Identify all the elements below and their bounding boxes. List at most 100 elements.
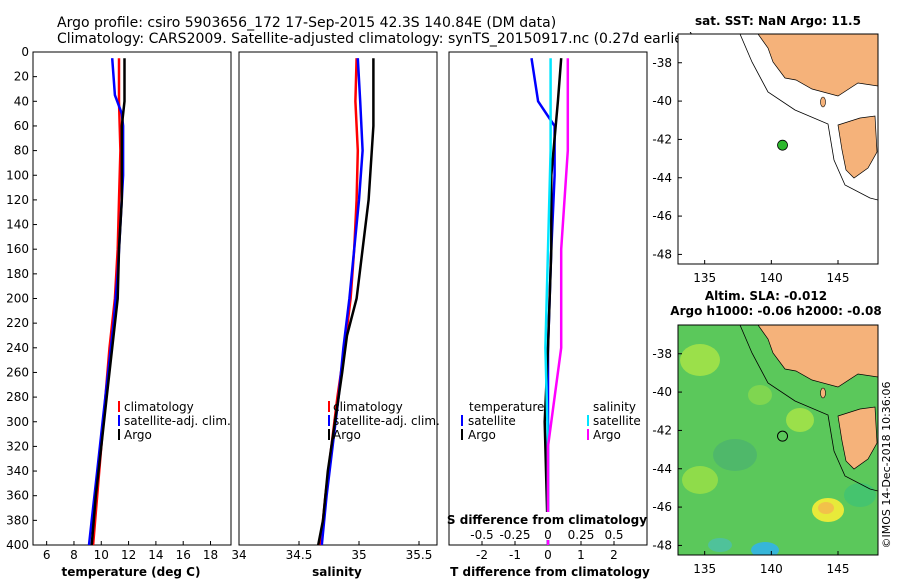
- salinity-x-tick-label: 35: [351, 548, 366, 562]
- series-satellite-adj-clim-: [320, 58, 364, 546]
- header-line-2: Climatology: CARS2009. Satellite-adjuste…: [57, 31, 694, 47]
- depth-tick-label: 340: [6, 464, 29, 478]
- sst-map-frame: [677, 33, 879, 265]
- header-line-1: Argo profile: csiro 5903656_172 17-Sep-2…: [57, 15, 556, 31]
- salinity-x-tick-label: 34: [231, 548, 246, 562]
- latitude-tick-label: -42: [652, 423, 672, 437]
- legend-s-argo-swatch: [587, 429, 589, 440]
- sla-anomaly-patch: [680, 344, 720, 376]
- mainland-australia-shape: [757, 34, 878, 97]
- depth-tick-label: 380: [6, 513, 29, 527]
- depth-tick-label: 300: [6, 415, 29, 429]
- t-difference-tick-label: -2: [476, 548, 488, 562]
- series-s-argo: [546, 58, 570, 545]
- depth-tick-label: 260: [6, 365, 29, 379]
- legend-satellite-label: satellite-adj. clim.: [124, 414, 231, 428]
- s-difference-tick-label: 0.5: [604, 528, 623, 542]
- temperature-x-tick-label: 10: [94, 548, 109, 562]
- salinity-xlabel: salinity: [312, 565, 362, 579]
- depth-tick-label: 200: [6, 292, 29, 306]
- salinity-legend: climatology satellite-adj. clim. Argo: [328, 400, 440, 442]
- temperature-x-tick-label: 14: [148, 548, 163, 562]
- sla-map-subtitle: Argo h1000: -0.06 h2000: -0.08: [670, 304, 881, 318]
- depth-tick-label: 40: [14, 94, 29, 108]
- s-difference-tick-label: 0: [544, 528, 552, 542]
- legend-argo-swatch: [328, 429, 330, 440]
- depth-tick-label: 400: [6, 538, 29, 552]
- salinity-x-ticks: 34 34.5 35 35.5: [231, 541, 432, 562]
- sla-anomaly-patch: [786, 408, 814, 432]
- sla-anomaly-patch: [844, 483, 876, 507]
- sst-map-panel: sat. SST: NaN Argo: 11.5 135 140 145 -38 -40…: [652, 14, 879, 285]
- king-island-shape: [820, 387, 826, 399]
- temperature-axes-frame: [32, 51, 232, 546]
- difference-legend-salinity: salinity satellite Argo: [587, 400, 641, 442]
- legend-t-satellite-swatch: [461, 415, 463, 426]
- latitude-tick-label: -40: [652, 94, 672, 108]
- salinity-x-tick-label: 34.5: [286, 548, 313, 562]
- salinity-axes-frame: [238, 51, 438, 546]
- temperature-x-tick-label: 16: [176, 548, 191, 562]
- temperature-x-tick-label: 12: [121, 548, 136, 562]
- depth-tick-label: 360: [6, 489, 29, 503]
- sla-map-panel: Altim. SLA: -0.012 Argo h1000: -0.06 h20…: [652, 289, 881, 576]
- sla-anomaly-patch: [713, 439, 757, 471]
- s-difference-tick-label: -0.5: [470, 528, 493, 542]
- legend-climatology-swatch: [328, 401, 330, 412]
- depth-tick-label: 60: [14, 119, 29, 133]
- sla-anomaly-patch: [818, 502, 834, 514]
- legend-salinity-title: salinity: [593, 400, 636, 414]
- depth-tick-label: 120: [6, 193, 29, 207]
- legend-satellite-swatch: [118, 415, 120, 426]
- argo-position-marker: [777, 430, 789, 442]
- legend-temperature-title: temperature: [469, 400, 544, 414]
- s-difference-xlabel: S difference from climatology: [447, 513, 647, 527]
- salinity-panel: 34 34.5 35 35.5 salinity climatology satell…: [231, 51, 440, 579]
- depth-tick-label: 140: [6, 218, 29, 232]
- salinity-series: [316, 58, 375, 546]
- legend-climatology-swatch: [118, 401, 120, 412]
- legend-s-satellite-swatch: [587, 415, 589, 426]
- legend-satellite-swatch: [328, 415, 330, 426]
- temperature-xlabel: temperature (deg C): [62, 565, 201, 579]
- latitude-tick-label: -40: [652, 385, 672, 399]
- s-difference-tick-label: 0.25: [568, 528, 595, 542]
- latitude-tick-label: -46: [652, 209, 672, 223]
- depth-tick-label: 80: [14, 144, 29, 158]
- legend-argo-label: Argo: [333, 428, 361, 442]
- salinity-x-tick-label: 35.5: [406, 548, 433, 562]
- longitude-tick-label: 140: [760, 562, 783, 576]
- king-island-shape: [820, 96, 826, 108]
- series-t-argo: [543, 58, 563, 546]
- depth-y-ticks: 0 20 40 60 80 100 120 140 160 180 200 220 240 260 280 3…: [6, 45, 37, 552]
- legend-s-satellite-label: satellite: [593, 414, 641, 428]
- latitude-tick-label: -44: [652, 171, 672, 185]
- longitude-tick-label: 135: [693, 271, 716, 285]
- latitude-tick-label: -46: [652, 500, 672, 514]
- imos-timestamp-watermark: ©IMOS 14-Dec-2018 10:36:06: [880, 382, 893, 549]
- depth-tick-label: 20: [14, 70, 29, 84]
- longitude-tick-label: 145: [827, 562, 850, 576]
- sst-map-title: sat. SST: NaN Argo: 11.5: [695, 14, 861, 28]
- mainland-australia-shape: [757, 325, 878, 388]
- depth-tick-label: 220: [6, 316, 29, 330]
- temperature-series: [87, 58, 126, 546]
- shelf-contour-line: [739, 325, 878, 492]
- latitude-tick-label: -48: [652, 247, 672, 261]
- latitude-tick-label: -38: [652, 347, 672, 361]
- s-difference-tick-label: -0.25: [499, 528, 530, 542]
- sla-map-title: Altim. SLA: -0.012: [705, 289, 827, 303]
- t-difference-tick-label: 1: [577, 548, 585, 562]
- depth-tick-label: 100: [6, 168, 29, 182]
- sst-map-ticks: 135 140 145 -38 -40 -42 -44 -46 -48: [652, 56, 849, 285]
- longitude-tick-label: 135: [693, 562, 716, 576]
- shelf-contour-line: [739, 34, 878, 201]
- depth-tick-label: 280: [6, 390, 29, 404]
- sla-map-ticks: 135 140 145 -38 -40 -42 -44 -46 -48: [652, 347, 849, 576]
- depth-tick-label: 180: [6, 267, 29, 281]
- latitude-tick-label: -38: [652, 56, 672, 70]
- temperature-panel: 6 8 10 12 14 16 18 0 20 40 60 80 100 120 140 160 180 200…: [6, 45, 232, 579]
- sla-map-frame: [677, 324, 879, 556]
- longitude-tick-label: 140: [760, 271, 783, 285]
